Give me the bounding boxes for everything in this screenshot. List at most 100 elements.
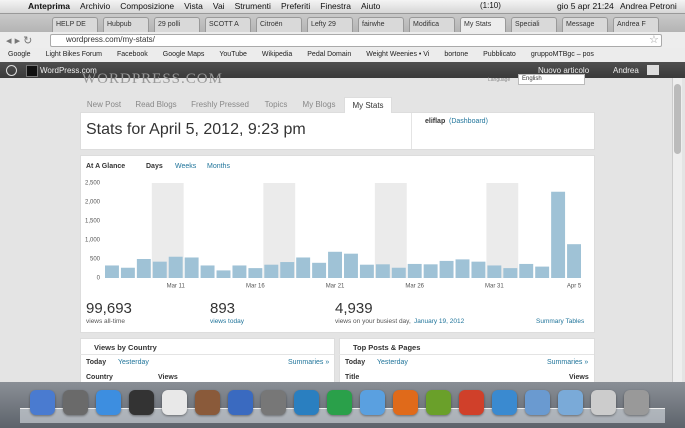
dock-icon[interactable] [195,390,220,415]
panel-tab[interactable]: Today [86,359,107,366]
panel-more[interactable]: Summaries » [547,359,589,366]
summary-label: views all-time [86,318,126,325]
tab[interactable]: SCOTT A [205,17,251,32]
nav-tab[interactable]: Read Blogs [135,100,177,109]
menu-item[interactable]: Finestra [320,1,351,11]
panel-title: Top Posts & Pages [353,343,421,352]
menu-item[interactable]: Preferiti [280,1,311,11]
dock-icon[interactable] [96,390,121,415]
panel-divider [80,354,334,355]
menu-item[interactable]: Strumenti [234,1,271,11]
dock-icon[interactable] [228,390,253,415]
panel-divider [339,354,594,355]
dock-icon[interactable] [129,390,154,415]
panel-tab[interactable]: Yesterday [377,359,408,366]
blog-name[interactable]: eliflap [425,118,446,125]
tab[interactable]: 29 polli [154,17,200,32]
menu-item[interactable]: Archivio [80,1,111,11]
language-select[interactable]: English [518,74,585,85]
tab[interactable]: fairwhe [358,17,404,32]
bookmark[interactable]: Light Bikes Forum [45,51,102,58]
bookmark[interactable]: Weight Weenies • Vi [366,51,430,58]
dock-icon[interactable] [360,390,385,415]
summary-tables-link[interactable]: Summary Tables [536,318,585,325]
bookmark[interactable]: bortone [444,51,469,58]
panel-box [339,338,595,390]
dock-icon[interactable] [624,390,649,415]
tab[interactable]: Message [562,17,608,32]
tab[interactable]: Andrea F [613,17,659,32]
period-tab[interactable]: Days [146,163,163,170]
admin-site[interactable]: WordPress.com [40,66,97,75]
dock-icon[interactable] [426,390,451,415]
wp-logo[interactable] [6,65,17,76]
title-box [80,112,595,150]
menu-item[interactable]: Vista [184,1,203,11]
menu-items: Anteprima Archivio Composizione Vista Vai Str… [28,1,380,11]
dock-icon[interactable] [63,390,88,415]
summary-value: 893 [210,300,236,317]
tab[interactable]: Lefty 29 [307,17,353,32]
dock-icon[interactable] [327,390,352,415]
column-header: Title [345,374,360,381]
dock-icon[interactable] [261,390,286,415]
admin-new-post[interactable]: Nuovo articolo [538,66,590,75]
tab[interactable]: My Stats [460,17,506,32]
menubar [0,0,685,14]
menu-item[interactable]: Vai [212,1,225,11]
bookmark[interactable]: YouTube [219,51,247,58]
panel-tab[interactable]: Today [345,359,366,366]
dock-icon[interactable] [30,390,55,415]
bookmark[interactable]: Facebook [117,51,148,58]
panel-tab[interactable]: Yesterday [118,359,149,366]
dock-icon[interactable] [459,390,484,415]
star-icon[interactable]: ☆ [649,34,659,46]
bookmark[interactable]: Wikipedia [261,51,293,58]
tab[interactable]: Hubpub [103,17,149,32]
panel-more[interactable]: Summaries » [288,359,330,366]
period-tab[interactable]: Weeks [175,163,197,170]
avatar [647,65,659,75]
dock-icon[interactable] [558,390,583,415]
nav-tab[interactable]: Freshly Pressed [191,100,249,109]
url[interactable]: wordpress.com/my-stats/ [66,35,155,44]
menu-app[interactable]: Anteprima [28,1,71,11]
dock-icon[interactable] [591,390,616,415]
glance-title: At A Glance [86,163,126,170]
tab[interactable]: Modifica [409,17,455,32]
nav-tab[interactable]: My Blogs [302,100,336,109]
dock-icon[interactable] [294,390,319,415]
scrollbar[interactable] [672,78,682,382]
tab[interactable]: Citroën [256,17,302,32]
bookmark[interactable]: Pubblicato [483,51,516,58]
bookmark[interactable]: Pedal Domain [307,51,352,58]
dock-icon[interactable] [162,390,187,415]
summary-value: 99,693 [86,300,132,317]
tab[interactable]: Speciali [511,17,557,32]
summary-date-link[interactable]: January 19, 2012 [414,318,465,325]
dock-icon[interactable] [525,390,550,415]
dashboard-link[interactable]: (Dashboard) [449,118,488,125]
summary-value: 4,939 [335,300,373,317]
bookmark[interactable]: Google Maps [162,51,205,58]
nav-tab[interactable]: New Post [86,100,122,109]
admin-user[interactable]: Andrea [613,66,639,75]
column-header: Country [86,374,113,381]
dock-icon[interactable] [393,390,418,415]
menu-item[interactable]: Aiuto [360,1,381,11]
tab[interactable]: HELP DE [52,17,98,32]
divider [411,113,412,149]
nav-tab[interactable]: My Stats [344,97,392,113]
nav-buttons[interactable]: ◂ ▸ ↻ [6,35,33,47]
toolbar: ◂ ▸ ↻ ☆ [0,32,685,48]
bookmark[interactable]: Google [8,51,31,58]
bookmark[interactable]: gruppoMTBgc – pos [530,51,594,58]
dock-icon[interactable] [492,390,517,415]
menu-item[interactable]: Composizione [120,1,175,11]
admin-bar [0,62,685,78]
nav-tab[interactable]: Topics [264,100,288,109]
period-tab[interactable]: Months [207,163,230,170]
scroll-thumb[interactable] [674,84,681,154]
panel-title: Views by Country [94,343,157,352]
address-bar[interactable] [50,34,662,47]
